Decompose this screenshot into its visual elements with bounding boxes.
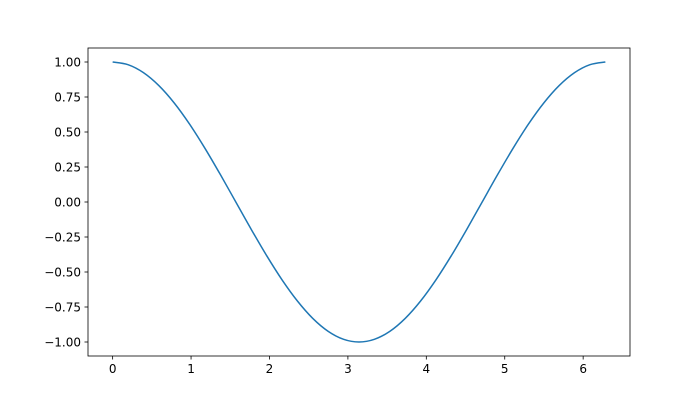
- x-tick-label: 6: [579, 362, 587, 376]
- y-tick-label: 0.00: [54, 196, 81, 210]
- y-tick-label: −0.75: [44, 301, 81, 315]
- plot-frame: [87, 47, 631, 357]
- y-tick-label: 0.25: [54, 161, 81, 175]
- x-tick-label: 2: [266, 362, 274, 376]
- x-tick-label: 4: [422, 362, 430, 376]
- series-line: [112, 61, 606, 343]
- x-tick-label: 5: [501, 362, 509, 376]
- y-tick-label: 0.50: [54, 126, 81, 140]
- y-tick-label: 1.00: [54, 56, 81, 70]
- x-tick-label: 0: [109, 362, 117, 376]
- x-tick-label: 1: [187, 362, 195, 376]
- y-tick-label: −1.00: [44, 336, 81, 350]
- y-tick-label: −0.25: [44, 231, 81, 245]
- x-tick-label: 3: [344, 362, 352, 376]
- y-tick-label: −0.50: [44, 266, 81, 280]
- y-tick-label: 0.75: [54, 91, 81, 105]
